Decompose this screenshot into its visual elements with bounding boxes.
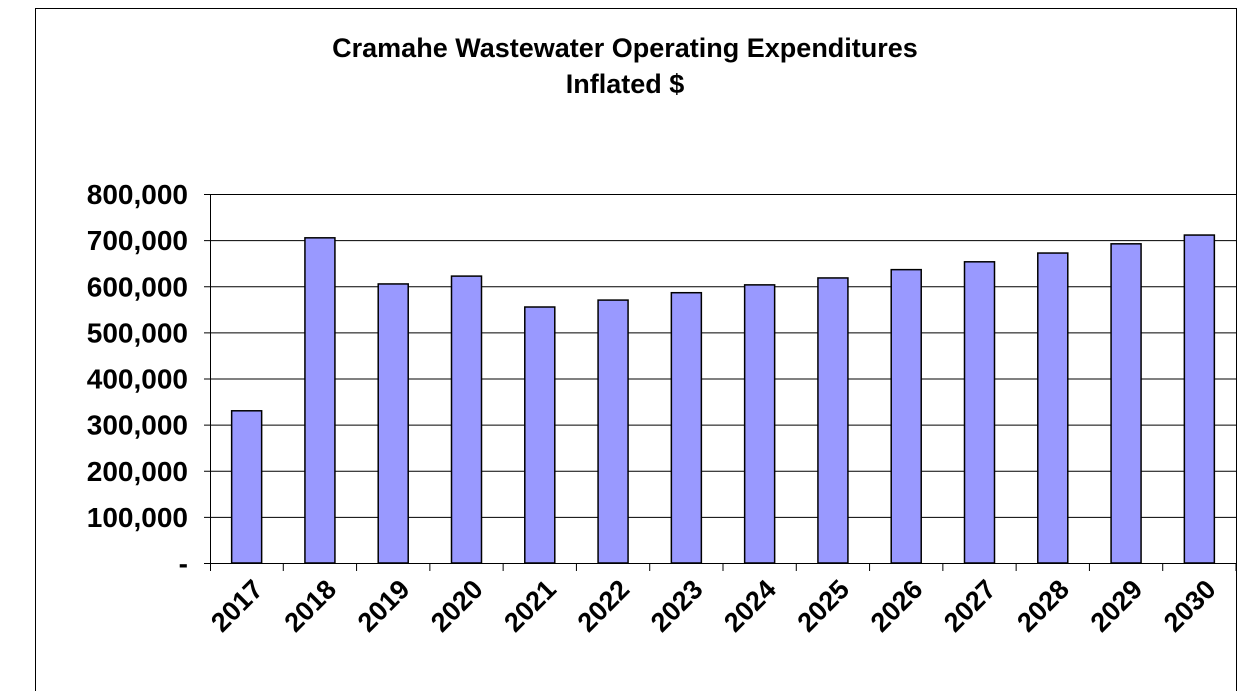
y-tick-label: 200,000 [87, 456, 188, 487]
bar [304, 237, 336, 564]
bar [1183, 234, 1216, 564]
y-tick-label: 300,000 [87, 410, 188, 441]
bar [450, 275, 483, 564]
bar [377, 283, 409, 564]
y-tick-label: 400,000 [87, 364, 188, 395]
y-tick-label: - [179, 548, 188, 579]
bar [1110, 243, 1142, 564]
chart-subtitle: Inflated $ [566, 69, 685, 99]
bar [524, 306, 556, 564]
y-tick-label: 800,000 [87, 179, 188, 210]
bar [1037, 252, 1069, 564]
y-tick-label: 500,000 [87, 317, 188, 348]
bar [817, 277, 849, 564]
y-tick-label: 600,000 [87, 271, 188, 302]
y-tick-label: 700,000 [87, 225, 188, 256]
bar [963, 261, 996, 564]
bar [743, 284, 776, 564]
chart-frame [35, 8, 1237, 691]
bar [230, 410, 263, 564]
chart-title: Cramahe Wastewater Operating Expenditure… [332, 33, 918, 63]
bar [670, 291, 703, 564]
bar [597, 299, 629, 564]
y-tick-label: 100,000 [87, 502, 188, 533]
bar [890, 268, 922, 564]
